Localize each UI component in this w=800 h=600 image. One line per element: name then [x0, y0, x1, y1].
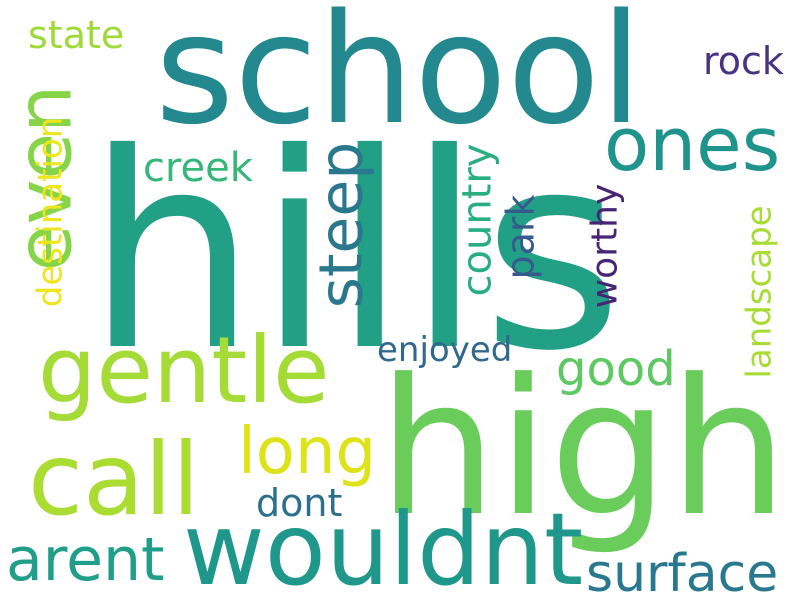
word-call: call	[28, 421, 200, 538]
word-country: country	[454, 143, 501, 297]
word-long: long	[238, 415, 377, 489]
word-good: good	[556, 341, 676, 397]
word-hills: hills	[86, 95, 623, 410]
word-steep: steep	[306, 141, 377, 309]
word-destination: destination	[30, 116, 71, 308]
word-rock: rock	[703, 39, 784, 83]
word-park: park	[498, 194, 543, 280]
word-landscape: landscape	[739, 205, 780, 379]
word-state: state	[28, 13, 125, 57]
word-arent: arent	[6, 525, 165, 595]
word-ones: ones	[604, 102, 781, 188]
word-surface: surface	[586, 544, 779, 600]
word-wouldnt: wouldnt	[183, 491, 584, 600]
word-high: high	[378, 339, 788, 558]
word-school: school	[155, 0, 643, 158]
word-enjoyed: enjoyed	[377, 330, 513, 370]
word-worthy: worthy	[584, 183, 626, 309]
word-gentle: gentle	[38, 317, 330, 424]
word-creek: creek	[143, 145, 253, 191]
word-dont: dont	[256, 481, 343, 525]
